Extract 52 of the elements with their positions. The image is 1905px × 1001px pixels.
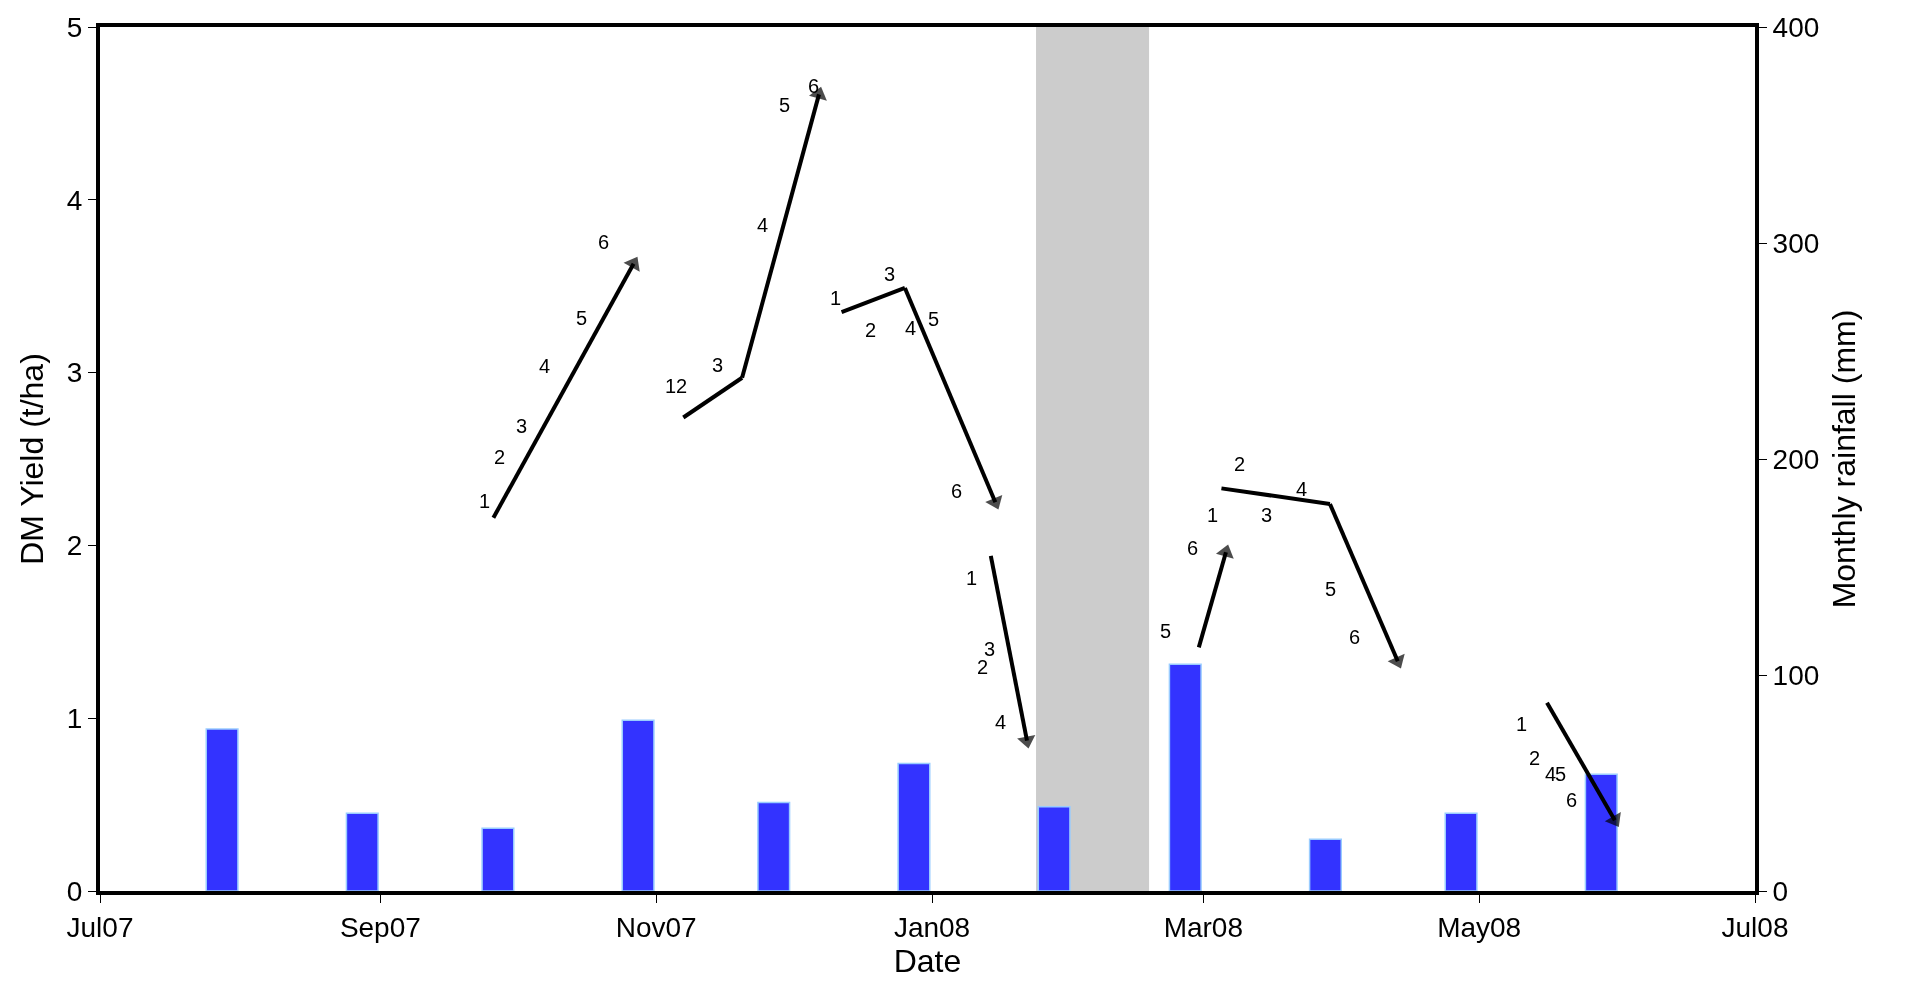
annotation: 6 — [951, 480, 963, 502]
y2-tick-label: 200 — [1772, 443, 1820, 475]
y-tick-label: 3 — [66, 357, 83, 389]
annotation: 2 — [865, 319, 877, 341]
x-tick-label: Mar08 — [1163, 911, 1244, 943]
annotation: 5 — [1325, 578, 1337, 600]
annotation: 6 — [1349, 626, 1361, 648]
annotation: 6 — [1187, 537, 1199, 559]
annotation: 3 — [1261, 504, 1273, 526]
y2-axis-title: Monthly rainfall (mm) — [1825, 309, 1862, 609]
annotation: 3 — [712, 354, 724, 376]
annotation: 5 — [1160, 620, 1172, 642]
annotation: 1 — [479, 490, 491, 512]
y-tick-label: 2 — [66, 530, 83, 562]
x-tick-label: May08 — [1437, 911, 1522, 943]
y2-tick-label: 100 — [1772, 659, 1820, 691]
annotation: 3 — [884, 263, 896, 285]
y-axis-title: DM Yield (t/ha) — [13, 353, 50, 565]
y2-tick-label: 400 — [1772, 11, 1820, 43]
y-tick-label: 5 — [66, 11, 83, 43]
annotation: 5 — [1555, 763, 1567, 785]
x-tick-label: Jul07 — [66, 911, 134, 943]
y2-tick-label: 300 — [1772, 227, 1820, 259]
annotation: 4 — [1545, 763, 1557, 785]
annotation: 2 — [1529, 747, 1541, 769]
annotation: 1 — [830, 287, 842, 309]
x-tick-label: Jul08 — [1721, 911, 1789, 943]
annotation: 4 — [757, 214, 769, 236]
annotation: 4 — [995, 711, 1007, 733]
y2-tick-label: 0 — [1772, 875, 1789, 907]
annotation: 5 — [576, 307, 588, 329]
x-tick-label: Sep07 — [339, 911, 421, 943]
annotation: 5 — [779, 94, 791, 116]
annotation: 2 — [1234, 453, 1246, 475]
annotation: 2 — [494, 446, 506, 468]
annotation: 4 — [1296, 478, 1308, 500]
y-tick-label: 0 — [66, 875, 83, 907]
y-tick-label: 4 — [66, 184, 83, 216]
annotation: 4 — [905, 317, 917, 339]
annotation: 4 — [539, 355, 551, 377]
annotation: 6 — [598, 231, 610, 253]
x-tick-label: Jan08 — [893, 911, 971, 943]
annotation: 1 — [1516, 713, 1528, 735]
annotation: 3 — [516, 415, 528, 437]
x-axis-title: Date — [893, 942, 962, 979]
annotation: 12 — [665, 375, 688, 397]
annotation: 6 — [1566, 789, 1578, 811]
annotation: 1 — [1207, 504, 1219, 526]
annotation: 1 — [966, 567, 978, 589]
annotation: 5 — [928, 308, 940, 330]
y-tick-label: 1 — [66, 703, 83, 734]
x-tick-label: Nov07 — [615, 911, 697, 943]
